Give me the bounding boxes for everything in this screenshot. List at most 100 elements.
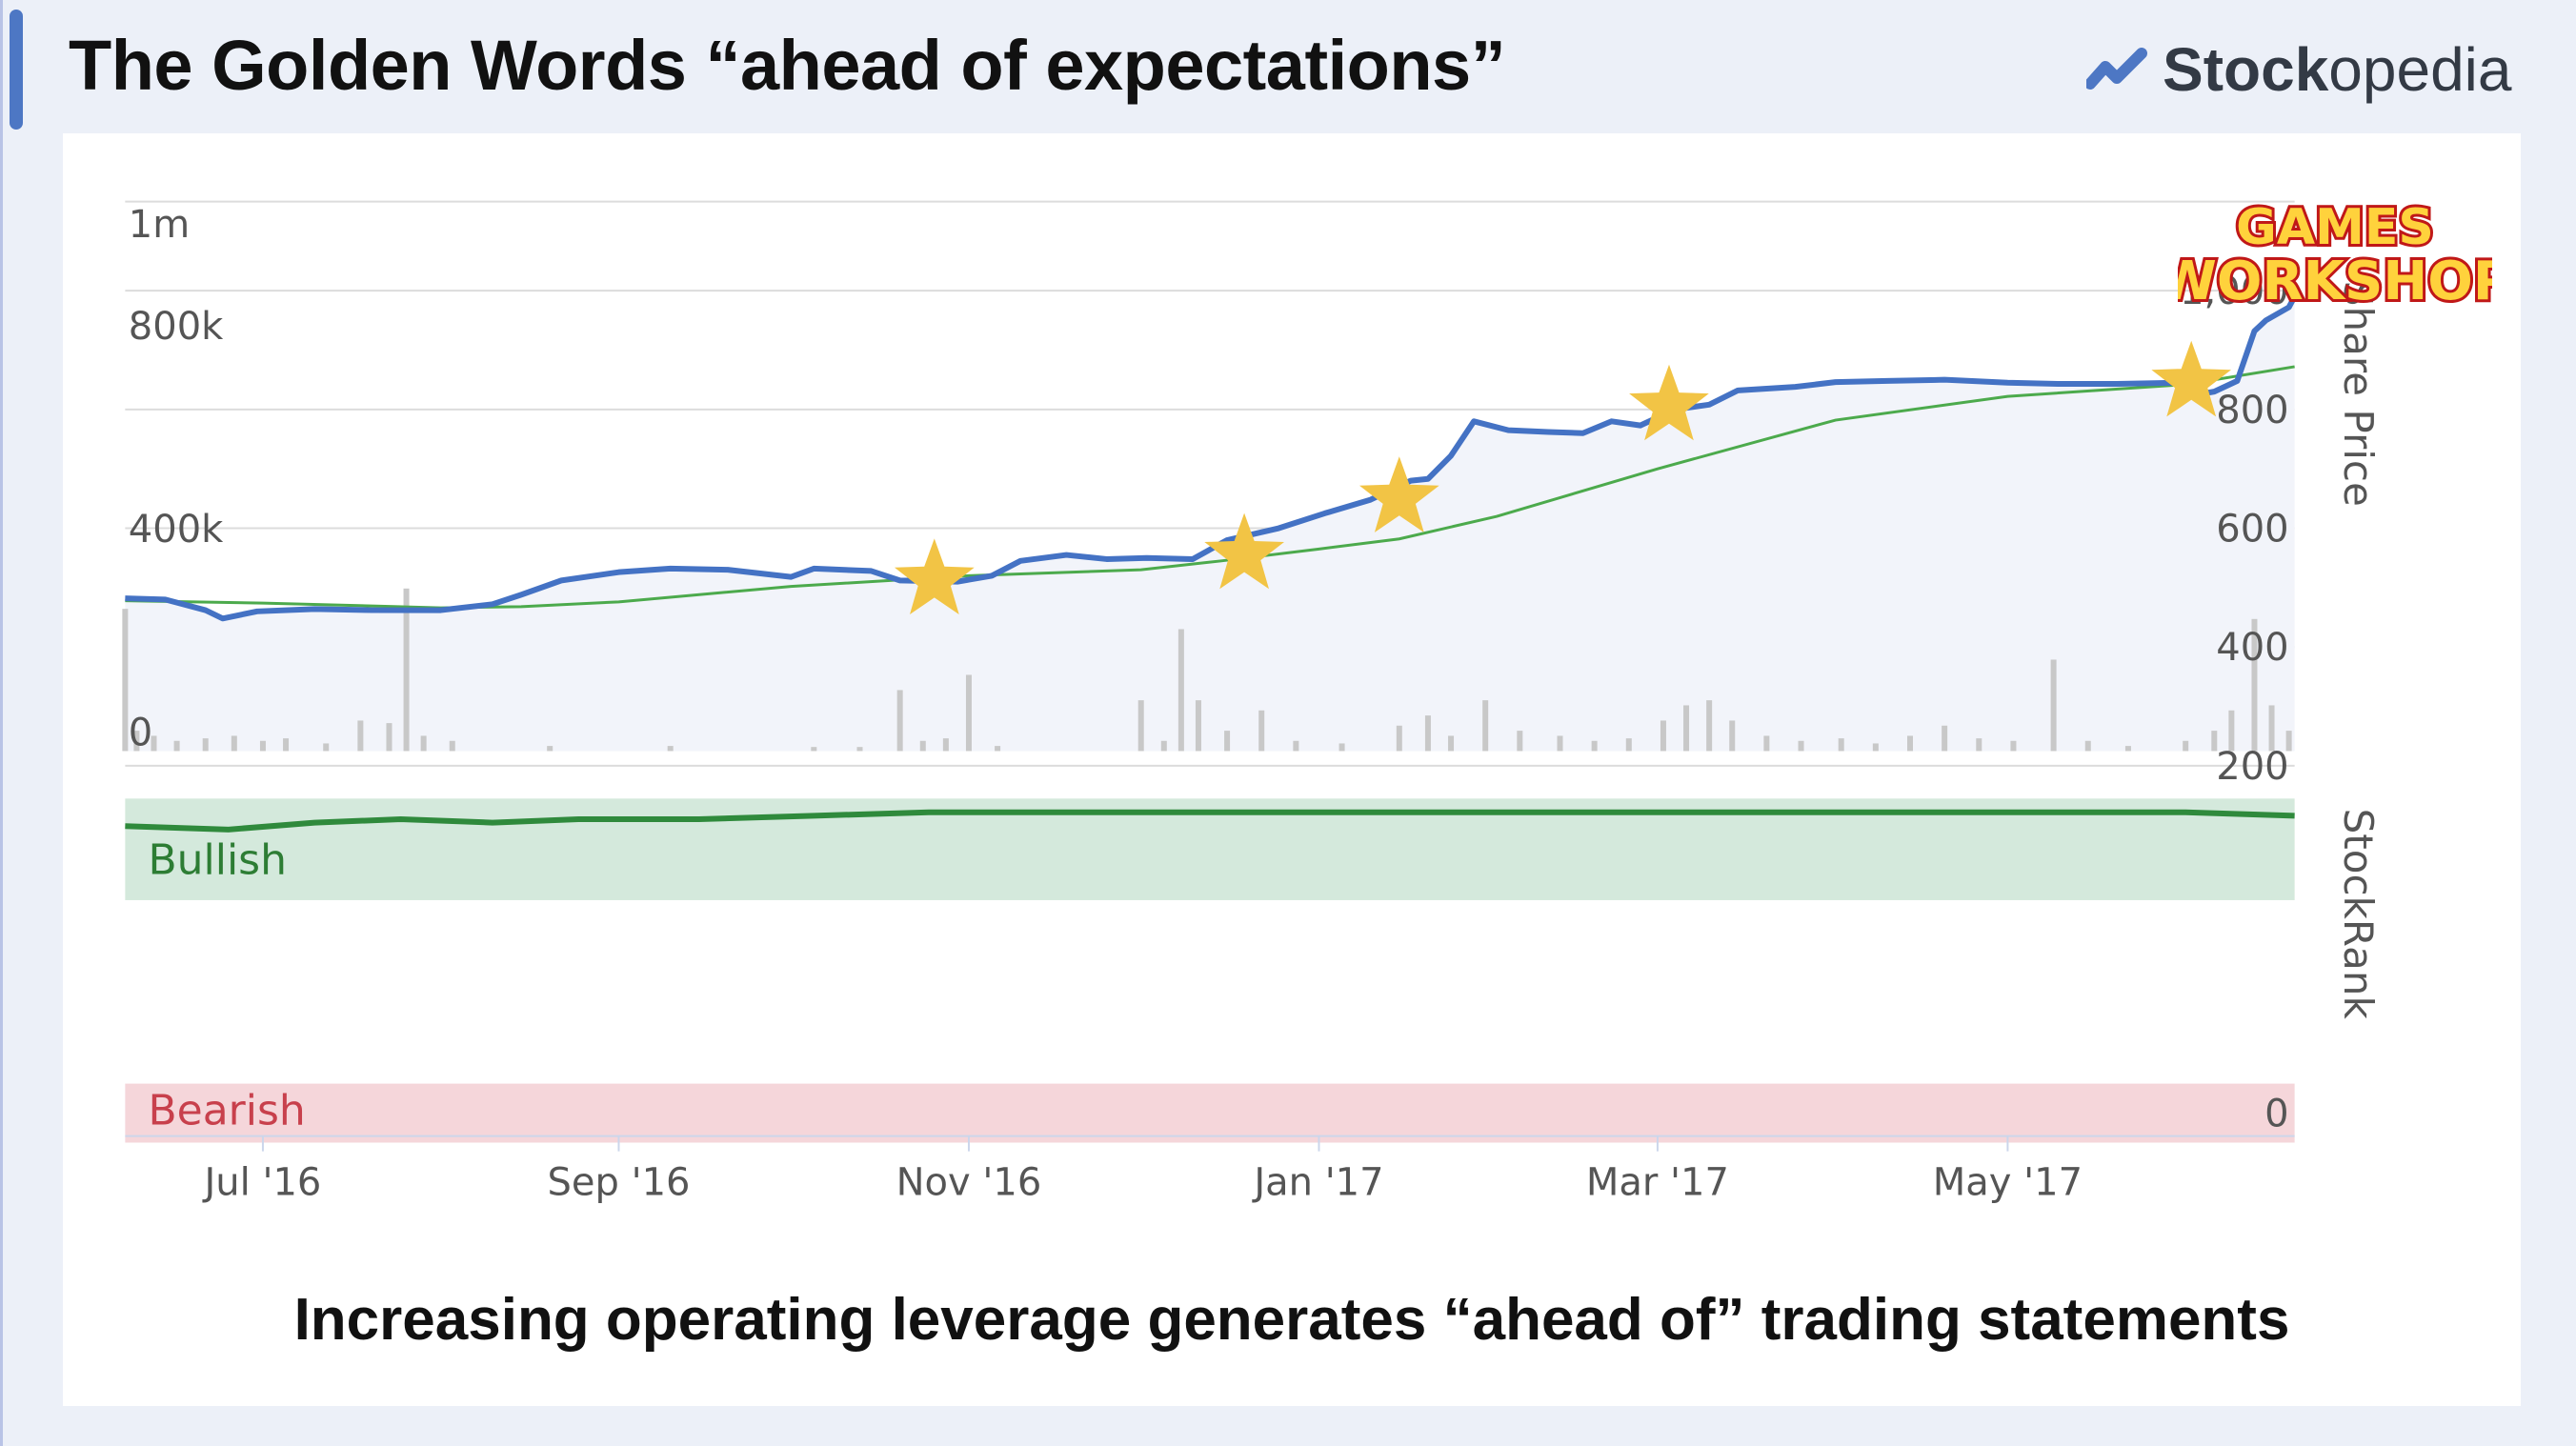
stockrank-line (125, 809, 2295, 833)
stockrank-bands: Bullish Bearish (125, 798, 2295, 1143)
brand-name: Stockopedia (2163, 34, 2511, 105)
volume-bar (2268, 705, 2275, 752)
series-lines (125, 294, 2298, 833)
volume-bar (1625, 738, 1632, 752)
volume-bar (357, 720, 364, 752)
x-tick-label: May '17 (1933, 1161, 2083, 1205)
volume-bar (965, 674, 972, 752)
volume-bar (942, 738, 949, 752)
volume-tick-label: 800k (129, 305, 224, 349)
volume-bar (1195, 700, 1201, 752)
slide-caption: Increasing operating leverage generates … (293, 1287, 2290, 1353)
brand-name-light: opedia (2328, 35, 2512, 104)
moving-average-line (125, 365, 2295, 610)
volume-bar (1660, 720, 1666, 752)
volume-bar (323, 743, 330, 752)
volume-bar (1177, 629, 1184, 752)
volume-bar (449, 740, 455, 752)
volume-bar (1293, 740, 1299, 752)
volume-tick-label: 0 (129, 711, 152, 754)
bullish-band (125, 798, 2295, 900)
price-area (125, 296, 2295, 752)
volume-bar (1942, 725, 1948, 752)
logo-line-1: GAMES (2236, 199, 2434, 256)
x-tick-label: Sep '16 (547, 1161, 690, 1205)
volume-bar (1224, 731, 1231, 752)
volume-bar (2050, 659, 2057, 752)
stockopedia-logo-icon (2086, 48, 2147, 90)
volume-bar (1338, 743, 1345, 752)
volume-bar (420, 735, 427, 752)
chart-area: Bullish Bearish Jul '16 Sep '16 Nov '16 Jan … (63, 133, 2521, 1238)
volume-bar (1706, 700, 1713, 752)
volume-bar (386, 723, 392, 752)
star-annotations (895, 340, 2231, 614)
games-workshop-logo: GAMES WORKSHOP (2178, 196, 2492, 315)
volume-bar (1396, 725, 1402, 752)
star-marker (1359, 456, 1439, 532)
volume-bar (231, 735, 237, 752)
volume-bar (133, 731, 140, 752)
price-area-fill (125, 296, 2295, 752)
volume-bar (173, 740, 180, 752)
volume-bar (283, 738, 290, 752)
x-tick-label: Mar '17 (1586, 1161, 1729, 1205)
axes: Jul '16 Sep '16 Nov '16 Jan '17 Mar '17 May '… (125, 203, 2382, 1205)
volume-bar (1160, 740, 1167, 752)
volume-bar (1729, 720, 1736, 752)
volume-bar (2211, 731, 2218, 752)
volume-bar (1137, 700, 1144, 752)
price-tick-label: 800 (2216, 389, 2288, 432)
volume-bar (1872, 743, 1879, 752)
brand-name-bold: Stock (2163, 35, 2329, 104)
volume-bar (1838, 738, 1844, 752)
volume-bar (1517, 731, 1523, 752)
x-tick-label: Jul '16 (202, 1161, 322, 1205)
volume-bar (896, 690, 903, 752)
volume-bar (1976, 738, 1982, 752)
volume-bar (856, 747, 863, 752)
stock-chart: Bullish Bearish Jul '16 Sep '16 Nov '16 Jan … (122, 200, 2382, 1205)
volume-bar (2124, 746, 2131, 752)
title-accent-bar (10, 10, 23, 130)
volume-bar (1258, 710, 1265, 752)
star-marker (1629, 364, 1709, 441)
volume-bar (1482, 700, 1489, 752)
volume-bar (122, 609, 129, 752)
stockrank-axis-title: StockRank (2335, 809, 2382, 1020)
volume-bar (2084, 740, 2091, 752)
volume-tick-label: 400k (129, 508, 224, 552)
slide-left-edge (0, 0, 3, 1446)
volume-bar (2251, 618, 2258, 752)
volume-bar (667, 746, 674, 752)
price-tick-label: 400 (2216, 626, 2288, 670)
price-axis-title: Share Price (2335, 281, 2382, 507)
volume-bar (2183, 740, 2189, 752)
stockopedia-brand[interactable]: Stockopedia (2086, 27, 2534, 112)
volume-bar (547, 746, 553, 752)
bearish-label: Bearish (148, 1087, 305, 1135)
volume-bar (202, 738, 209, 752)
star-marker (2151, 340, 2231, 417)
volume-bar (811, 747, 817, 752)
volume-bar (1424, 715, 1431, 752)
chart-card: Bullish Bearish Jul '16 Sep '16 Nov '16 Jan … (63, 133, 2521, 1406)
x-tick-label: Nov '16 (896, 1161, 1042, 1205)
volume-tick-label: 1m (129, 203, 190, 247)
slide-title: The Golden Words “ahead of expectations” (69, 26, 1506, 105)
volume-bar (1557, 735, 1563, 752)
bearish-band (125, 1083, 2295, 1143)
volume-bar (1906, 735, 1913, 752)
star-marker (1204, 512, 1284, 590)
price-tick-label: 1,000 (2180, 270, 2289, 313)
volume-bars (122, 588, 2292, 752)
volume-bar (2010, 740, 2017, 752)
bullish-label: Bullish (148, 835, 287, 884)
logo-line-2: WORKSHOP (2178, 251, 2492, 312)
volume-bar (1763, 735, 1770, 752)
x-tick-label: Jan '17 (1251, 1161, 1383, 1205)
volume-bar (403, 588, 410, 752)
volume-bar (1591, 740, 1598, 752)
volume-bar (1798, 740, 1804, 752)
volume-bar (151, 735, 157, 752)
